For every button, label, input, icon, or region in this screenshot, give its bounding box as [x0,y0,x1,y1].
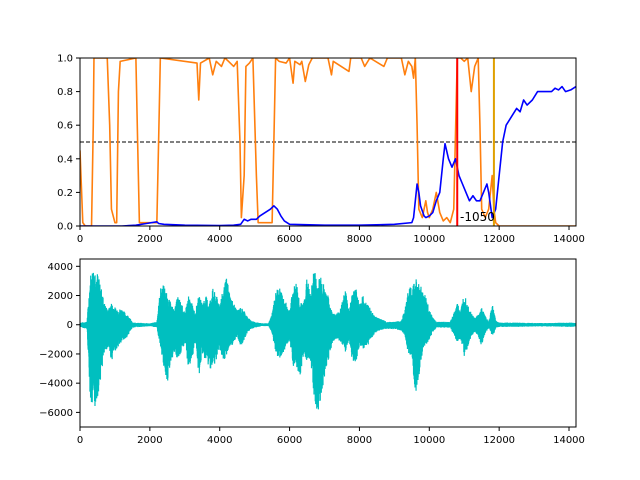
x-tick-label: 12000 [483,234,515,245]
top-x-ticks: 0 2000 4000 6000 8000 10000 12000 14000 [77,226,585,245]
y-tick-label: −2000 [39,349,73,360]
bottom-plot-frame [79,258,577,428]
x-tick-label: 4000 [207,435,232,446]
y-tick-label: 2000 [48,291,73,302]
x-tick-label: 0 [77,234,83,245]
probability-plot: 0 2000 4000 6000 8000 10000 12000 14000 0.00.20… [57,54,585,246]
offset-annotation: -1050 [460,210,495,224]
x-tick-label: 4000 [207,234,232,245]
top-plot-frame [79,57,577,227]
y-tick-label: 0.8 [57,87,73,98]
x-tick-label: 2000 [137,234,162,245]
series-line-1 [80,85,576,226]
y-tick-label: −4000 [39,379,73,390]
x-tick-label: 14000 [553,234,585,245]
waveform-plot: 0 2000 4000 6000 8000 10000 12000 14000 −6000 −4… [39,258,585,446]
x-tick-label: 10000 [413,435,445,446]
probability-series-layer [80,58,576,226]
x-tick-label: 6000 [277,435,302,446]
top-y-ticks: 0.0 0.2 0.4 0.6 0.8 1.0 [57,54,80,233]
y-tick-label: 0.6 [57,121,73,132]
y-tick-label: 0.0 [57,222,73,233]
y-tick-label: 4000 [48,262,73,273]
waveform-series-layer [80,272,576,410]
x-tick-label: 8000 [347,435,372,446]
y-tick-label: 0.2 [57,188,73,199]
x-tick-label: 0 [77,435,83,446]
y-tick-label: 1.0 [57,54,73,65]
bottom-x-ticks: 0 2000 4000 6000 8000 10000 12000 14000 [77,427,585,446]
y-tick-label: 0 [67,320,73,331]
x-tick-label: 2000 [137,435,162,446]
bottom-y-ticks: −6000 −4000 −2000 0 2000 4000 [39,262,80,419]
x-tick-label: 10000 [413,234,445,245]
x-tick-label: 6000 [277,234,302,245]
y-tick-label: −6000 [39,408,73,419]
x-tick-label: 8000 [347,234,372,245]
x-tick-label: 12000 [483,435,515,446]
waveform-line [80,272,576,410]
x-tick-label: 14000 [553,435,585,446]
y-tick-label: 0.4 [57,154,73,165]
